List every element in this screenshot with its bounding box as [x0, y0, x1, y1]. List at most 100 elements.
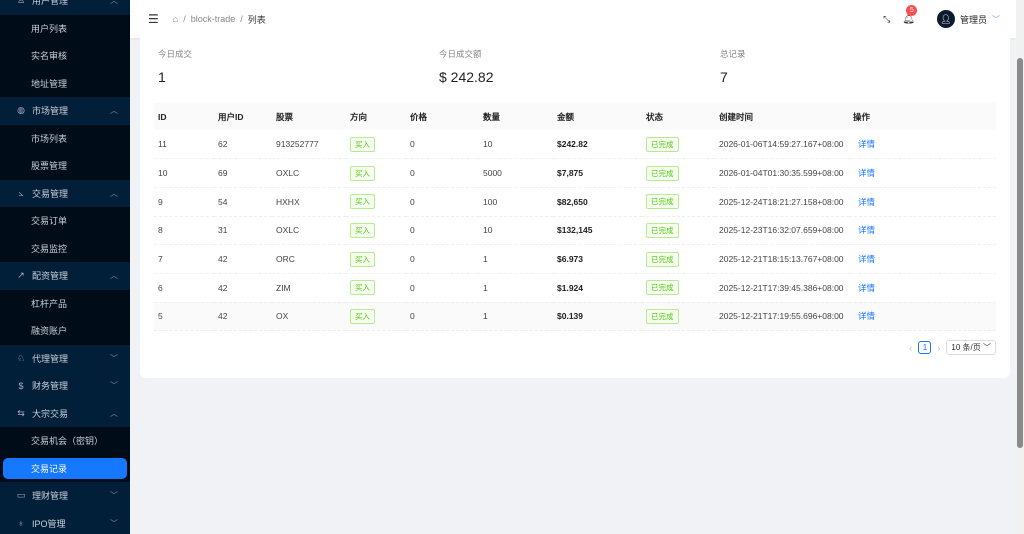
status-badge: 已完成 — [646, 280, 679, 296]
table-cell: 详情 — [849, 216, 996, 246]
sidebar-group[interactable]: ♙ 用户管理 ︿ — [0, 0, 130, 15]
sidebar-group[interactable]: ⇆ 大宗交易 ︿ — [0, 399, 130, 427]
direction-tag: 买入 — [350, 136, 375, 152]
sidebar-item[interactable]: 交易订单 — [0, 207, 130, 235]
table-cell: 0 — [406, 244, 479, 274]
sidebar-item[interactable]: 市场列表 — [0, 124, 130, 152]
next-page-icon[interactable]: › — [937, 342, 941, 353]
sidebar-label: 市场列表 — [31, 133, 68, 144]
chevron-down-icon: ﹀ — [110, 518, 118, 528]
fullscreen-icon[interactable]: ⤡ — [883, 13, 891, 24]
table-cell: 已完成 — [642, 216, 715, 246]
table-cell: 6 — [154, 273, 214, 303]
table-cell: 2026-01-04T01:30:35.599+08:00 — [715, 158, 849, 188]
detail-link[interactable]: 详情 — [858, 196, 876, 207]
prev-page-icon[interactable]: ‹ — [909, 342, 913, 353]
sidebar-group[interactable]: ↗ 配资管理 ︿ — [0, 262, 130, 290]
detail-link[interactable]: 详情 — [858, 311, 876, 322]
table-cell: 买入 — [346, 216, 406, 246]
table-cell: $242.82 — [553, 130, 642, 160]
stat-label: 总记录 — [720, 49, 746, 59]
sidebar-item[interactable]: 地址管理 — [0, 69, 130, 97]
detail-link[interactable]: 详情 — [858, 225, 876, 236]
column-header: 操作 — [849, 103, 996, 130]
bell-icon[interactable]: 🔔︎ 5 — [902, 4, 918, 25]
status-badge: 已完成 — [646, 308, 679, 324]
column-header: 用户ID — [214, 103, 272, 130]
amount: $6.973 — [557, 254, 583, 265]
table-cell: 62 — [214, 130, 272, 160]
sidebar-group[interactable]: ♘ 代理管理 ﹀ — [0, 344, 130, 372]
chevron-down-icon[interactable]: ﹀ — [992, 14, 1000, 24]
sidebar-label: 市场管理 — [32, 106, 69, 117]
sidebar-label: 配资管理 — [32, 271, 69, 282]
sidebar-label: 融资账户 — [31, 326, 68, 337]
amount: $1.924 — [557, 282, 583, 293]
sidebar-group[interactable]: ◍ 市场管理 ︿ — [0, 97, 130, 125]
table-cell: 详情 — [849, 130, 996, 160]
chevron-up-icon: ︿ — [110, 271, 118, 281]
detail-link[interactable]: 详情 — [858, 282, 876, 293]
sidebar-item[interactable]: 交易记录 — [0, 454, 130, 482]
column-header: 价格 — [406, 103, 479, 130]
stat-value: 7 — [720, 69, 728, 85]
breadcrumb-item[interactable]: block-trade — [190, 14, 236, 24]
scrollbar[interactable] — [1016, 0, 1024, 534]
sidebar-group[interactable]: ▭ 理财管理 ﹀ — [0, 482, 130, 510]
page-size-select[interactable]: 10 条/页 ﹀ — [946, 340, 996, 355]
table-cell: 42 — [214, 273, 272, 303]
detail-link[interactable]: 详情 — [858, 254, 876, 265]
avatar[interactable]: 👤︎ — [936, 10, 955, 28]
sidebar-item[interactable]: 用户列表 — [0, 14, 130, 42]
sidebar-item[interactable]: 杠杆产品 — [0, 289, 130, 317]
home-icon[interactable]: ⌂ — [172, 14, 179, 24]
table-cell: OXLC — [272, 216, 346, 246]
notification-badge: 5 — [906, 4, 918, 16]
sidebar-label: 用户列表 — [31, 23, 68, 34]
detail-link[interactable]: 详情 — [858, 139, 876, 150]
chevron-up-icon: ︿ — [110, 408, 118, 418]
table-cell: 已完成 — [642, 130, 715, 160]
menu-toggle-icon[interactable]: ☰ — [148, 12, 159, 26]
user-name[interactable]: 管理员 — [959, 14, 987, 25]
status-badge: 已完成 — [646, 165, 679, 181]
detail-link[interactable]: 详情 — [858, 168, 876, 179]
table-cell: 0 — [406, 216, 479, 246]
sidebar-label: 地址管理 — [31, 78, 68, 89]
rocket-icon: ♁ — [17, 518, 25, 529]
sidebar-group[interactable]: $ 财务管理 ﹀ — [0, 372, 130, 400]
table-cell: 买入 — [346, 158, 406, 188]
table-cell: 详情 — [849, 273, 996, 303]
page-button[interactable]: 1 — [918, 341, 932, 354]
table-cell: 913252777 — [272, 130, 346, 160]
table-row: 9 54 HXHX 买入 0 100 $82,650 已完成 2025-12-24T18:21:… — [154, 187, 996, 217]
sidebar-item[interactable]: 股票管理 — [0, 152, 130, 180]
sidebar-label: 实名审核 — [31, 51, 68, 62]
breadcrumb-current: 列表 — [247, 14, 266, 25]
chevron-down-icon: ﹀ — [110, 381, 118, 391]
breadcrumb: ⌂ / block-trade / 列表 — [172, 14, 266, 25]
table-cell: 详情 — [849, 244, 996, 274]
table-cell: 详情 — [849, 187, 996, 217]
sidebar-group[interactable]: ♁ IPO管理 ﹀ — [0, 509, 130, 534]
scrollbar-thumb[interactable] — [1017, 58, 1023, 448]
sidebar-item[interactable]: 交易机会（密钥） — [0, 427, 130, 455]
table-cell: OXLC — [272, 158, 346, 188]
sidebar-label: 交易订单 — [31, 216, 68, 227]
sidebar-item[interactable]: 实名审核 — [0, 42, 130, 70]
globe-icon: ◍ — [17, 105, 25, 116]
sidebar-item[interactable]: 交易监控 — [0, 234, 130, 262]
sidebar-item[interactable]: 融资账户 — [0, 317, 130, 345]
table-cell: 已完成 — [642, 187, 715, 217]
table-cell: 10 — [154, 158, 214, 188]
stat-label: 今日成交额 — [439, 49, 482, 59]
table-row: 7 42 ORC 买入 0 1 $6.973 已完成 2025-12-21T18:15:13.7… — [154, 244, 996, 274]
trend-icon: ↗ — [17, 270, 25, 281]
amount: $132,145 — [557, 225, 593, 236]
stat-total: 总记录 7 — [720, 48, 746, 85]
table-cell: 2025-12-21T18:15:13.767+08:00 — [715, 244, 849, 274]
table-cell: 42 — [214, 302, 272, 332]
agent-icon: ♘ — [16, 352, 26, 363]
sidebar-group[interactable]: ⦣ 交易管理 ︿ — [0, 179, 130, 207]
sidebar-label: IPO管理 — [32, 518, 66, 529]
